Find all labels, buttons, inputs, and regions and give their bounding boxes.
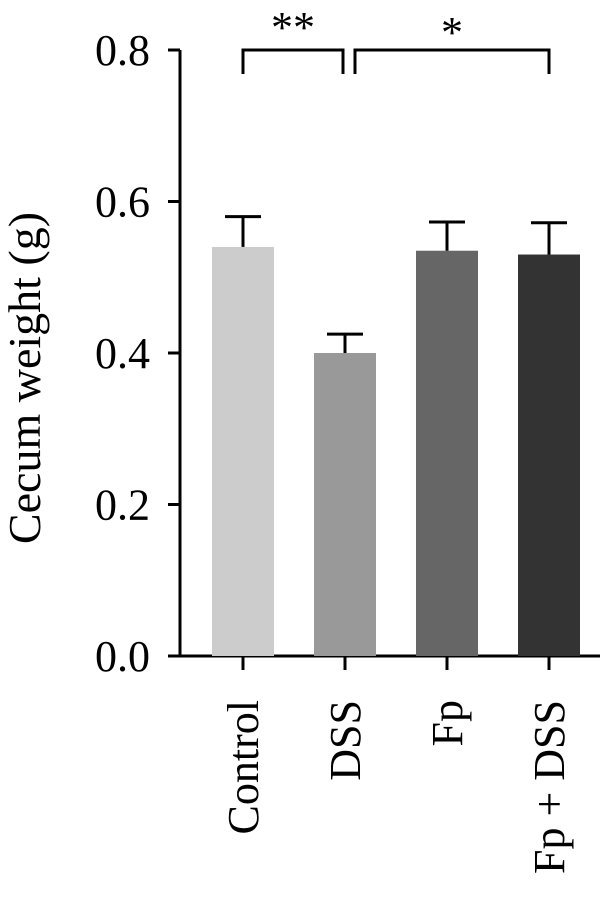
significance-brackets: ** * [241, 3, 551, 74]
category-label: Control [219, 700, 268, 834]
y-axis-title: Cecum weight (g) [0, 212, 50, 544]
y-tick-label: 0.2 [95, 481, 150, 530]
category-label: Fp [423, 700, 472, 746]
error-bars [225, 215, 567, 353]
bar [212, 246, 274, 656]
y-tick-label: 0.0 [95, 632, 150, 681]
bar [416, 250, 478, 657]
bars [212, 246, 580, 657]
significance-label: ** [271, 3, 315, 52]
significance-bracket [241, 48, 345, 74]
y-tick-label: 0.8 [95, 26, 150, 75]
significance-bracket [353, 48, 551, 74]
category-labels: Control DSS Fp Fp + DSS [219, 700, 574, 874]
axes: 0.0 0.2 0.4 0.6 0.8 [95, 26, 600, 681]
y-tick-label: 0.6 [95, 178, 150, 227]
bar [518, 254, 580, 656]
category-label: DSS [321, 700, 370, 781]
significance-label: * [441, 8, 463, 57]
category-label: Fp + DSS [525, 700, 574, 874]
bar [314, 353, 376, 656]
y-tick-label: 0.4 [95, 329, 150, 378]
